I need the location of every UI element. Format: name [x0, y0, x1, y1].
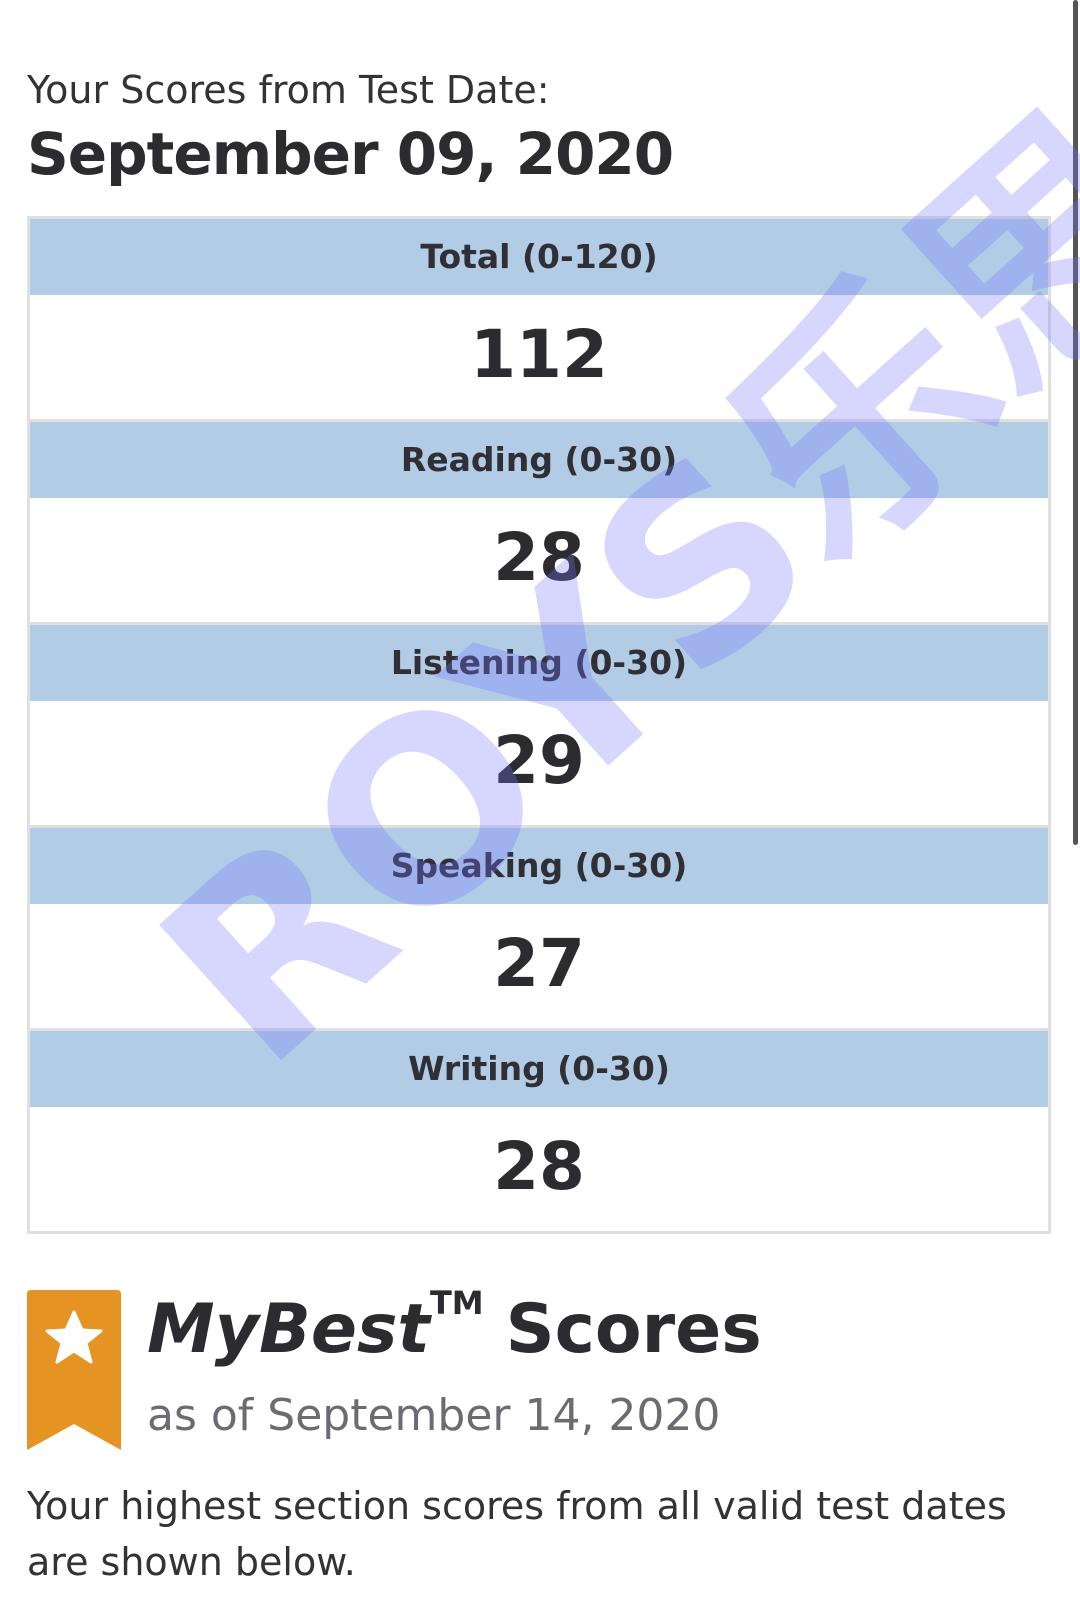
score-value: 28 [493, 519, 585, 596]
score-section-speaking: Speaking (0-30) 27 [30, 828, 1048, 1031]
score-value: 29 [493, 722, 585, 799]
score-section-writing: Writing (0-30) 28 [30, 1031, 1048, 1231]
score-label: Listening (0-30) [30, 625, 1048, 701]
score-table: Total (0-120) 112 Reading (0-30) 28 List… [27, 216, 1051, 1234]
star-icon [45, 1310, 103, 1364]
score-section-listening: Listening (0-30) 29 [30, 625, 1048, 828]
score-section-total: Total (0-120) 112 [30, 219, 1048, 422]
score-label: Reading (0-30) [30, 422, 1048, 498]
mybest-description: Your highest section scores from all val… [27, 1484, 1007, 1584]
scores-subtitle: Your Scores from Test Date: [27, 68, 550, 112]
score-label: Total (0-120) [30, 219, 1048, 295]
ribbon-badge-icon [27, 1290, 121, 1450]
score-label: Writing (0-30) [30, 1031, 1048, 1107]
test-date: September 09, 2020 [27, 120, 674, 188]
mybest-as-of-date: as of September 14, 2020 [147, 1390, 721, 1441]
trademark: TM [429, 1284, 484, 1322]
score-value: 112 [470, 316, 608, 393]
score-section-reading: Reading (0-30) 28 [30, 422, 1048, 625]
score-value: 28 [493, 1128, 585, 1205]
mybest-title-rest: Scores [505, 1290, 762, 1369]
score-label: Speaking (0-30) [30, 828, 1048, 904]
scrollbar[interactable] [1073, 0, 1078, 845]
mybest-title: MyBestTM Scores [147, 1284, 762, 1369]
score-value: 27 [493, 925, 585, 1002]
mybest-brand: MyBest [147, 1290, 430, 1369]
